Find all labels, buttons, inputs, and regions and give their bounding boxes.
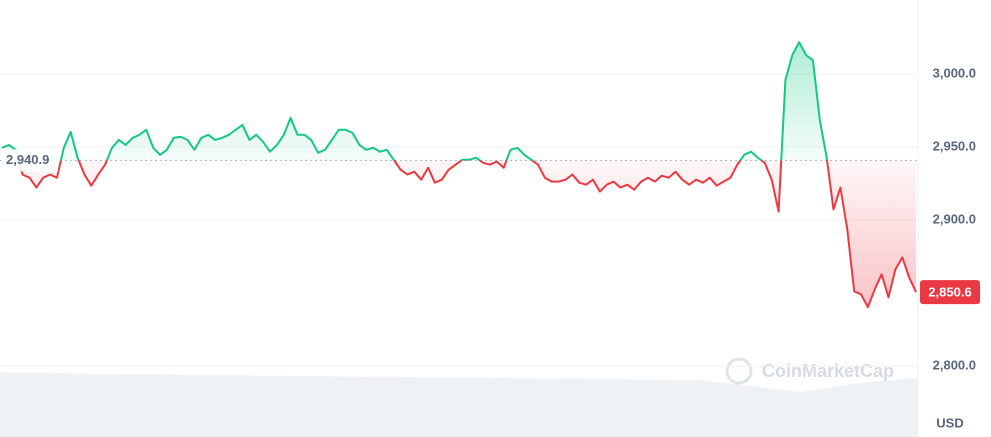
y-tick-label: 2,800.0 bbox=[933, 357, 976, 372]
watermark-logo bbox=[725, 357, 753, 385]
y-tick-label: 3,000.0 bbox=[933, 66, 976, 81]
volume-area bbox=[0, 372, 918, 437]
watermark-text: CoinMarketCap bbox=[762, 361, 894, 381]
price-line bbox=[1, 41, 917, 309]
y-tick-label: 2,950.0 bbox=[933, 138, 976, 153]
y-unit: USD bbox=[936, 415, 963, 430]
watermark: CoinMarketCap bbox=[725, 357, 894, 385]
y-tick-label: 2,900.0 bbox=[933, 211, 976, 226]
baseline-label-bg bbox=[2, 149, 58, 172]
price-area bbox=[2, 42, 916, 308]
baseline-label: 2,940.9 bbox=[6, 152, 49, 167]
last-price-label: 2,850.6 bbox=[928, 285, 971, 300]
last-price-bg bbox=[920, 280, 980, 305]
